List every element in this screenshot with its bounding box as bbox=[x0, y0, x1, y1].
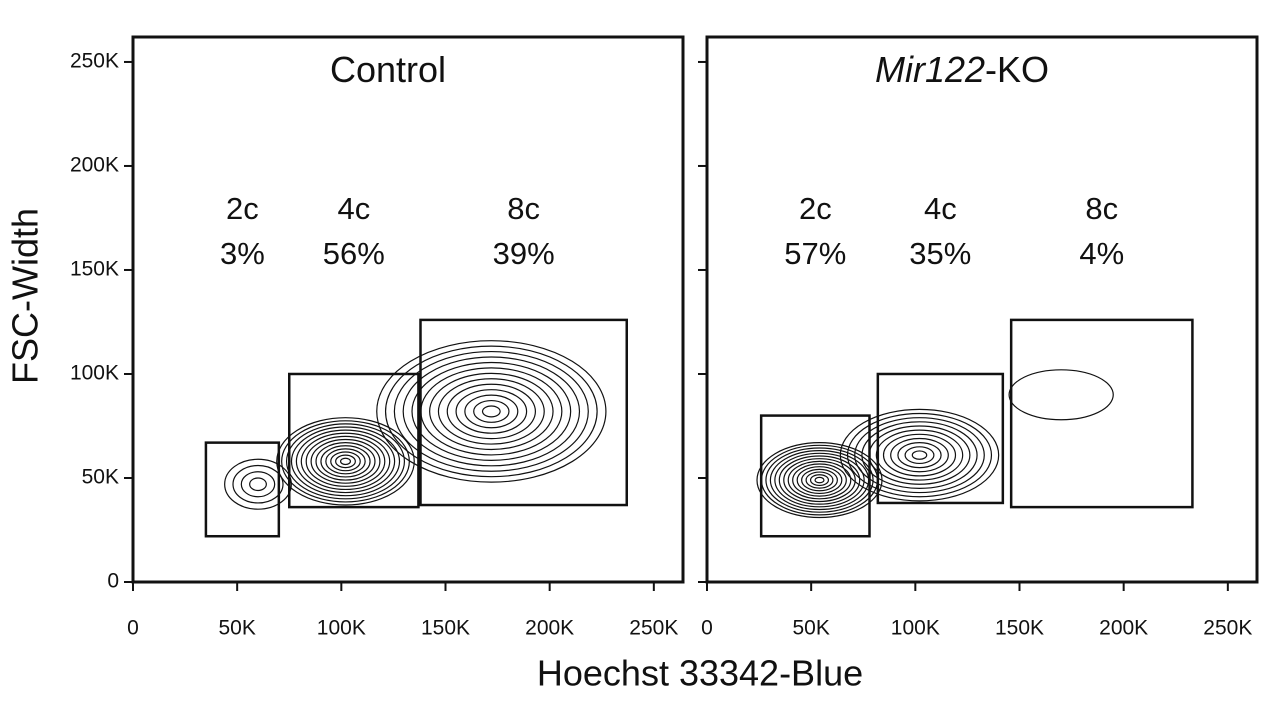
contour-ring bbox=[429, 372, 554, 451]
y-tick-label: 250K bbox=[70, 50, 119, 73]
gate-name: 8c bbox=[1085, 191, 1118, 226]
contour-ring bbox=[315, 442, 376, 481]
contour-ring bbox=[783, 458, 856, 503]
contour-ring bbox=[473, 399, 510, 423]
contour-ring bbox=[285, 423, 406, 500]
contour-ring bbox=[276, 417, 415, 506]
contour-ring bbox=[890, 437, 949, 473]
contour-ring bbox=[240, 471, 276, 498]
gate-name: 4c bbox=[924, 191, 957, 226]
title-part: -KO bbox=[985, 49, 1049, 90]
gate bbox=[759, 414, 871, 538]
y-axis-label: FSC-Width bbox=[5, 208, 46, 384]
y-tick-label: 200K bbox=[70, 154, 119, 177]
contour-ring bbox=[295, 429, 396, 494]
y-tick-label: 50K bbox=[82, 466, 119, 489]
x-tick-label: 100K bbox=[891, 617, 940, 640]
contour-ring bbox=[320, 445, 371, 478]
contour-ring bbox=[796, 466, 843, 495]
contour-ring bbox=[393, 350, 589, 472]
contour-ring bbox=[882, 433, 957, 477]
contour-ring bbox=[787, 460, 852, 500]
x-tick-label: 250K bbox=[629, 617, 678, 640]
contour-ring bbox=[839, 408, 1000, 502]
contour-ring bbox=[232, 464, 284, 504]
contour-ring bbox=[305, 435, 386, 487]
x-tick-label: 150K bbox=[995, 617, 1044, 640]
contour-ring bbox=[249, 477, 267, 492]
contour-ring bbox=[481, 405, 501, 418]
x-tick-label: 100K bbox=[317, 617, 366, 640]
x-tick-label: 0 bbox=[127, 617, 139, 640]
y-tick-label: 0 bbox=[107, 570, 119, 593]
y-tick-label: 100K bbox=[70, 362, 119, 385]
contour-ring bbox=[339, 457, 352, 466]
contour-ring bbox=[384, 345, 598, 478]
contour-ring bbox=[805, 471, 834, 489]
plot-frame bbox=[705, 35, 1259, 584]
gate bbox=[204, 441, 281, 538]
gate-name: 4c bbox=[337, 191, 370, 226]
title-part: Mir122 bbox=[875, 49, 985, 90]
gate-percent: 56% bbox=[323, 236, 385, 271]
contour-ring bbox=[814, 476, 825, 484]
contour-ring bbox=[809, 474, 830, 487]
gate-percent: 4% bbox=[1079, 236, 1124, 271]
contour-ring bbox=[875, 429, 964, 481]
gate-percent: 3% bbox=[220, 236, 265, 271]
contour-ring bbox=[300, 432, 391, 491]
contour-ring bbox=[774, 452, 865, 508]
contour-ring bbox=[224, 458, 292, 510]
x-tick-label: 200K bbox=[525, 617, 574, 640]
contour-ring bbox=[455, 389, 528, 434]
contour-ring bbox=[376, 340, 607, 483]
panel-title: Control bbox=[330, 49, 446, 90]
contour-ring bbox=[310, 438, 381, 484]
gate bbox=[1009, 318, 1194, 509]
contour-ring bbox=[464, 394, 519, 429]
contour-ring bbox=[801, 468, 838, 492]
panel-title: Mir122-KO bbox=[875, 49, 1049, 90]
gate bbox=[288, 372, 420, 509]
x-tick-label: 200K bbox=[1099, 617, 1148, 640]
contour-ring bbox=[765, 447, 874, 513]
contour-ring bbox=[854, 417, 985, 494]
gate-percent: 57% bbox=[784, 236, 846, 271]
gate bbox=[419, 318, 628, 507]
gate-percent: 35% bbox=[909, 236, 971, 271]
x-axis-label: Hoechst 33342-Blue bbox=[537, 653, 863, 694]
contour-ring bbox=[420, 367, 563, 456]
gate-name: 8c bbox=[507, 191, 540, 226]
contour-ring bbox=[290, 426, 401, 497]
y-tick-label: 150K bbox=[70, 258, 119, 281]
title-part: Control bbox=[330, 49, 446, 90]
contour-ring bbox=[411, 361, 572, 461]
contour-ring bbox=[437, 378, 545, 445]
contour-ring bbox=[861, 421, 978, 489]
x-tick-label: 50K bbox=[792, 617, 829, 640]
gate bbox=[876, 372, 1005, 505]
gate-name: 2c bbox=[226, 191, 259, 226]
contour-ring bbox=[446, 383, 537, 440]
plot-frame bbox=[131, 35, 685, 584]
gate-name: 2c bbox=[799, 191, 832, 226]
contour-ring bbox=[330, 451, 361, 472]
x-tick-label: 50K bbox=[218, 617, 255, 640]
contour-ring bbox=[911, 450, 928, 460]
contour-ring bbox=[1008, 369, 1114, 421]
contour-ring bbox=[846, 412, 993, 498]
contour-ring bbox=[335, 454, 356, 469]
contour-ring bbox=[904, 446, 935, 465]
gate-percent: 39% bbox=[493, 236, 555, 271]
x-tick-label: 250K bbox=[1203, 617, 1252, 640]
x-tick-label: 0 bbox=[701, 617, 713, 640]
contour-ring bbox=[897, 442, 942, 469]
contour-ring bbox=[402, 356, 581, 467]
x-tick-label: 150K bbox=[421, 617, 470, 640]
contour-ring bbox=[792, 463, 847, 497]
contour-ring bbox=[325, 448, 366, 475]
contour-ring bbox=[778, 455, 861, 505]
